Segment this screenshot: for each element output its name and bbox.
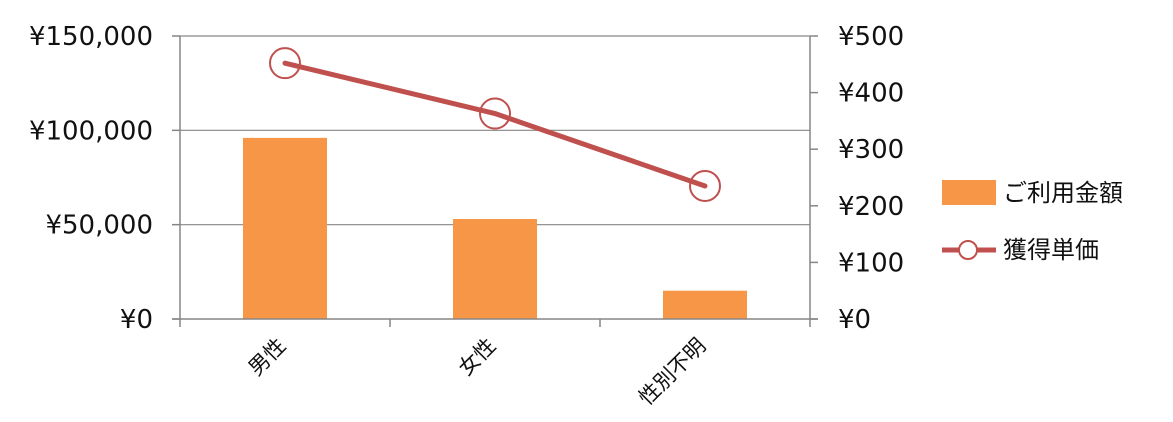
legend-marker: [959, 241, 977, 259]
line-path: [285, 63, 705, 186]
y-right-tick-label: ¥300: [838, 135, 904, 165]
y-right-tick-label: ¥500: [838, 22, 904, 52]
y-right-tick-label: ¥100: [838, 248, 904, 278]
bar-3: [663, 291, 747, 319]
line-series: [270, 48, 720, 201]
legend-swatch-bar: [942, 180, 996, 205]
y-right-tick-label: ¥200: [838, 192, 904, 222]
bar-series: [243, 138, 747, 319]
y-left-tick-label: ¥0: [120, 305, 153, 335]
y-right-tick-label: ¥400: [838, 79, 904, 109]
tick-labels: ¥0 ¥50,000 ¥100,000 ¥150,000 ¥0 ¥100 ¥200 ¥300 ¥…: [29, 22, 904, 410]
legend-label: 獲得単価: [1003, 236, 1099, 264]
bar-1: [243, 138, 327, 319]
y-left-tick-label: ¥150,000: [29, 22, 153, 52]
y-left-tick-label: ¥100,000: [29, 116, 153, 146]
legend-label: ご利用金額: [1003, 179, 1123, 207]
x-tick-label: 性別不明: [634, 334, 710, 410]
x-tick-label: 男性: [244, 334, 291, 381]
y-right-tick-label: ¥0: [838, 305, 871, 335]
bar-2: [453, 219, 537, 319]
y-left-tick-label: ¥50,000: [45, 211, 153, 241]
x-tick-label: 女性: [454, 334, 501, 381]
